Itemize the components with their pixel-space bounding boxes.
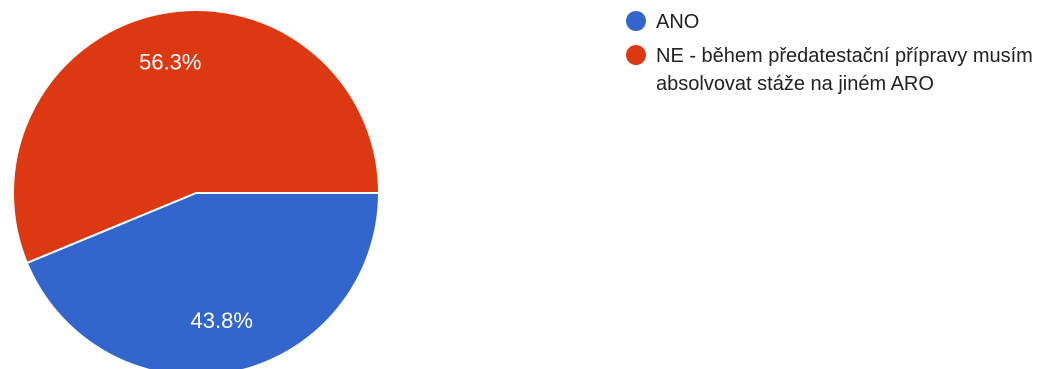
- legend-item-ano[interactable]: ANO: [626, 8, 1036, 36]
- legend-swatch-ano: [626, 11, 646, 31]
- legend-swatch-ne: [626, 45, 646, 65]
- pie-slice-label-ne: 56.3%: [139, 50, 201, 75]
- pie-slice-ne[interactable]: [12, 9, 381, 265]
- pie-slice-ano[interactable]: [25, 192, 381, 369]
- legend-item-ne[interactable]: NE - během předatestační přípravy musím …: [626, 42, 1036, 98]
- legend-label-ne: NE - během předatestační přípravy musím …: [656, 45, 1033, 95]
- legend-label-ano: ANO: [656, 11, 700, 33]
- pie-slice-label-ano: 43.8%: [191, 308, 253, 333]
- pie-chart: 43.8% 56.3%: [12, 9, 381, 369]
- chart-legend: ANO NE - během předatestační přípravy mu…: [626, 8, 1036, 104]
